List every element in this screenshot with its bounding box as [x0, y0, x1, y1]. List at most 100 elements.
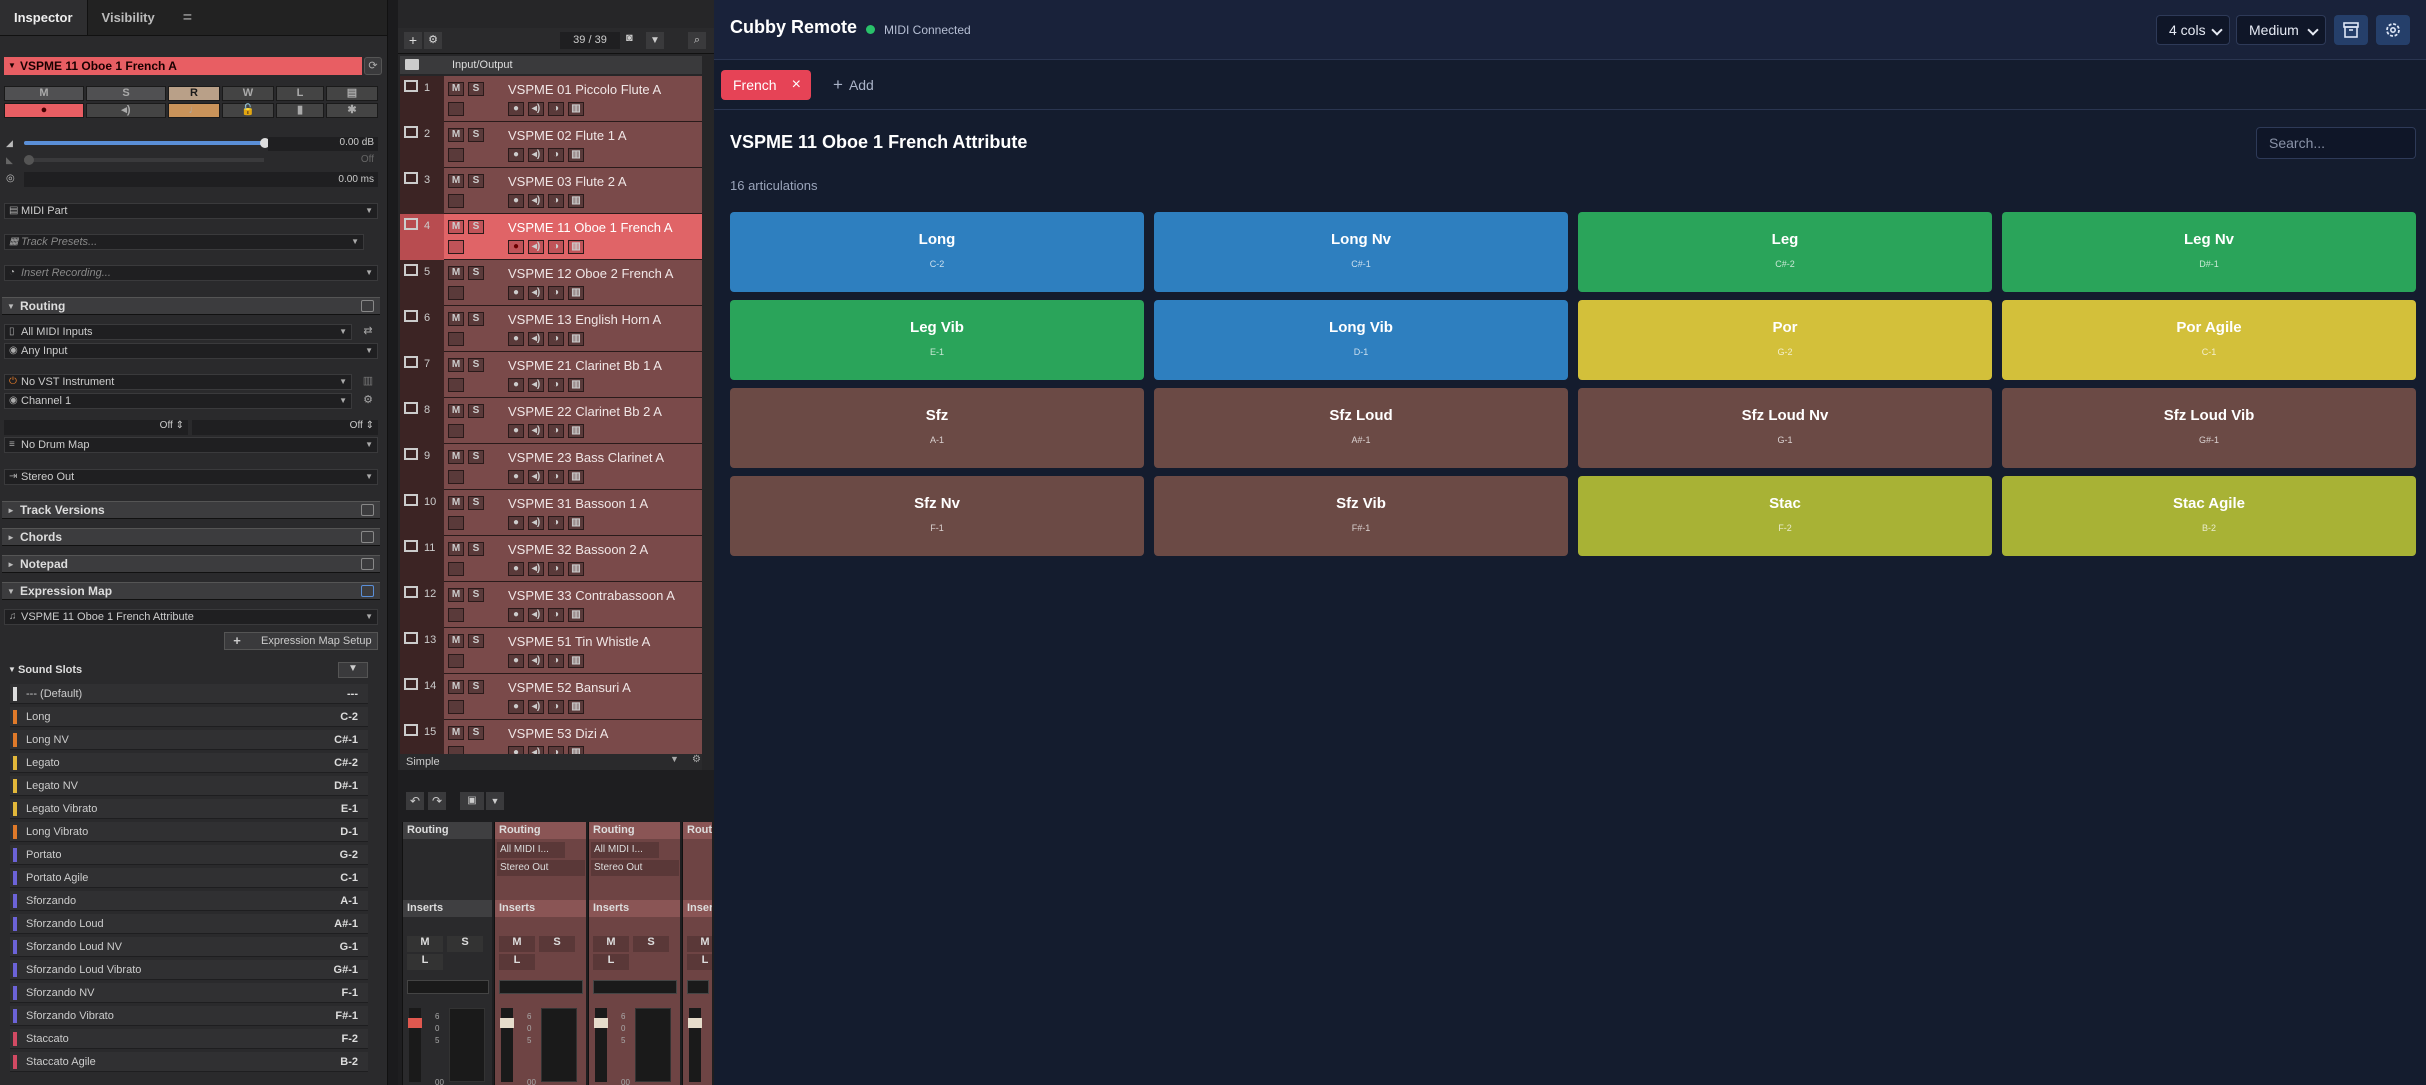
- track-solo-button[interactable]: S: [468, 588, 484, 602]
- channel-select[interactable]: ◉ Channel 1 ▼: [4, 393, 352, 409]
- track-row[interactable]: 11 M S VSPME 32 Bassoon 2 A ● ◂) ◑ ▥: [400, 536, 702, 582]
- keyboard-icon[interactable]: ▥: [568, 102, 584, 116]
- mixer-routing-header[interactable]: Routing: [683, 822, 712, 839]
- track-solo-button[interactable]: S: [468, 174, 484, 188]
- track-row[interactable]: 13 M S VSPME 51 Tin Whistle A ● ◂) ◑ ▥: [400, 628, 702, 674]
- keyboard-icon[interactable]: ▥: [568, 700, 584, 714]
- articulation-button[interactable]: Stac F-2: [1578, 476, 1992, 556]
- channel-settings-icon[interactable]: ⚙: [363, 394, 373, 406]
- track-solo-button[interactable]: S: [468, 266, 484, 280]
- mixer-fader[interactable]: [594, 1008, 608, 1082]
- track-mute-button[interactable]: M: [448, 634, 464, 648]
- folder-track[interactable]: Input/Output: [400, 56, 702, 74]
- track-mute-button[interactable]: M: [448, 726, 464, 740]
- mixer-midi-input[interactable]: All MIDI I...: [591, 842, 659, 858]
- track-solo-button[interactable]: S: [468, 358, 484, 372]
- track-checkbox[interactable]: [448, 608, 464, 622]
- edit-instrument-icon[interactable]: ⟳: [364, 57, 382, 75]
- mixer-fader-thumb[interactable]: [688, 1018, 702, 1028]
- keyboard-icon[interactable]: ▥: [568, 562, 584, 576]
- tab-visibility[interactable]: Visibility: [101, 10, 155, 25]
- size-select[interactable]: Medium: [2236, 15, 2326, 45]
- redo-icon[interactable]: ↷: [428, 792, 446, 810]
- filter-icon[interactable]: ▼: [338, 662, 368, 678]
- track-mute-button[interactable]: M: [448, 680, 464, 694]
- keyboard-icon[interactable]: ▥: [568, 332, 584, 346]
- monitor-icon[interactable]: ◂): [528, 470, 544, 484]
- sound-slot[interactable]: Staccato F-2: [10, 1029, 368, 1049]
- mixer-routing-header[interactable]: Routing: [495, 822, 586, 839]
- output-select[interactable]: ⇥ Stereo Out ▼: [4, 469, 378, 485]
- mixer-inserts-header[interactable]: Inserts: [403, 900, 492, 917]
- mixer-fader[interactable]: [408, 1008, 422, 1082]
- track-mute-button[interactable]: M: [448, 266, 464, 280]
- volume-value[interactable]: 0.00 dB: [268, 137, 378, 151]
- monitor-icon[interactable]: ◂): [528, 194, 544, 208]
- track-options-icon[interactable]: ⚙: [424, 32, 442, 49]
- search-input[interactable]: Search...: [2256, 127, 2416, 159]
- instrument-select[interactable]: ⏻ No VST Instrument ▼: [4, 374, 352, 390]
- chevron-down-icon[interactable]: ▼: [486, 792, 504, 810]
- articulation-button[interactable]: Long Nv C#-1: [1154, 212, 1568, 292]
- mixer-output[interactable]: Stereo Out: [591, 860, 679, 876]
- monitor-icon[interactable]: ◂): [528, 700, 544, 714]
- sound-slot[interactable]: Sforzando Loud A#-1: [10, 914, 368, 934]
- track-solo-button[interactable]: S: [468, 312, 484, 326]
- delay-value[interactable]: 0.00 ms: [24, 172, 378, 187]
- edit-icon[interactable]: ◑: [548, 286, 564, 300]
- mixer-listen-button[interactable]: L: [687, 954, 712, 970]
- pan-slider[interactable]: [24, 155, 264, 165]
- track-solo-button[interactable]: S: [468, 220, 484, 234]
- monitor-icon[interactable]: ◂): [528, 102, 544, 116]
- track-row[interactable]: 9 M S VSPME 23 Bass Clarinet A ● ◂) ◑ ▥: [400, 444, 702, 490]
- edit-icon[interactable]: ◑: [548, 102, 564, 116]
- mixer-pan-field[interactable]: [593, 980, 677, 994]
- monitor-icon[interactable]: ◂): [528, 424, 544, 438]
- monitor-icon[interactable]: ◂): [528, 608, 544, 622]
- keyboard-icon[interactable]: ▥: [362, 375, 374, 387]
- sound-slot[interactable]: Portato Agile C-1: [10, 868, 368, 888]
- sound-slot[interactable]: Sforzando Vibrato F#-1: [10, 1006, 368, 1026]
- record-enable-icon[interactable]: ●: [508, 148, 524, 162]
- chevron-down-icon[interactable]: ▼: [670, 754, 679, 764]
- record-enable-icon[interactable]: ●: [508, 654, 524, 668]
- edit-icon[interactable]: ◑: [548, 240, 564, 254]
- keyboard-icon[interactable]: ▥: [568, 470, 584, 484]
- record-enable-icon[interactable]: ●: [508, 424, 524, 438]
- record-enable-button[interactable]: ●: [4, 103, 84, 118]
- keyboard-icon[interactable]: ▥: [568, 378, 584, 392]
- sound-slot[interactable]: Legato C#-2: [10, 753, 368, 773]
- sound-slot[interactable]: Legato NV D#-1: [10, 776, 368, 796]
- track-mute-button[interactable]: M: [448, 128, 464, 142]
- track-row[interactable]: 5 M S VSPME 12 Oboe 2 French A ● ◂) ◑ ▥: [400, 260, 702, 306]
- keyboard-icon[interactable]: ▥: [568, 516, 584, 530]
- freeze-icon[interactable]: ✱: [326, 103, 378, 118]
- pan-value[interactable]: Off: [360, 154, 374, 165]
- keyboard-icon[interactable]: ▥: [568, 654, 584, 668]
- articulation-button[interactable]: Por G-2: [1578, 300, 1992, 380]
- mixer-mute-button[interactable]: M: [499, 936, 535, 952]
- snapshot-icon[interactable]: ▣: [460, 792, 484, 810]
- sound-slot[interactable]: Long C-2: [10, 707, 368, 727]
- bank-select[interactable]: Off ⇕: [4, 420, 188, 435]
- keyboard-icon[interactable]: ▥: [568, 286, 584, 300]
- record-enable-icon[interactable]: ●: [508, 332, 524, 346]
- track-checkbox[interactable]: [448, 194, 464, 208]
- articulation-button[interactable]: Sfz Loud Vib G#-1: [2002, 388, 2416, 468]
- mixer-midi-input[interactable]: All MIDI I...: [497, 842, 565, 858]
- volume-slider-thumb[interactable]: [260, 138, 270, 148]
- articulation-button[interactable]: Long Vib D-1: [1154, 300, 1568, 380]
- track-checkbox[interactable]: [448, 424, 464, 438]
- track-solo-button[interactable]: S: [468, 82, 484, 96]
- articulation-button[interactable]: Sfz A-1: [730, 388, 1144, 468]
- track-checkbox[interactable]: [448, 148, 464, 162]
- sound-slot[interactable]: Sforzando Loud NV G-1: [10, 937, 368, 957]
- tab-inspector[interactable]: Inspector: [0, 0, 88, 35]
- expression-map-setup-button[interactable]: + Expression Map Setup: [224, 632, 378, 650]
- track-checkbox[interactable]: [448, 102, 464, 116]
- read-automation-button[interactable]: R: [168, 86, 220, 101]
- articulation-button[interactable]: Sfz Loud A#-1: [1154, 388, 1568, 468]
- record-enable-icon[interactable]: ●: [508, 240, 524, 254]
- mixer-fader-thumb[interactable]: [594, 1018, 608, 1028]
- mixer-pan-field[interactable]: [687, 980, 709, 994]
